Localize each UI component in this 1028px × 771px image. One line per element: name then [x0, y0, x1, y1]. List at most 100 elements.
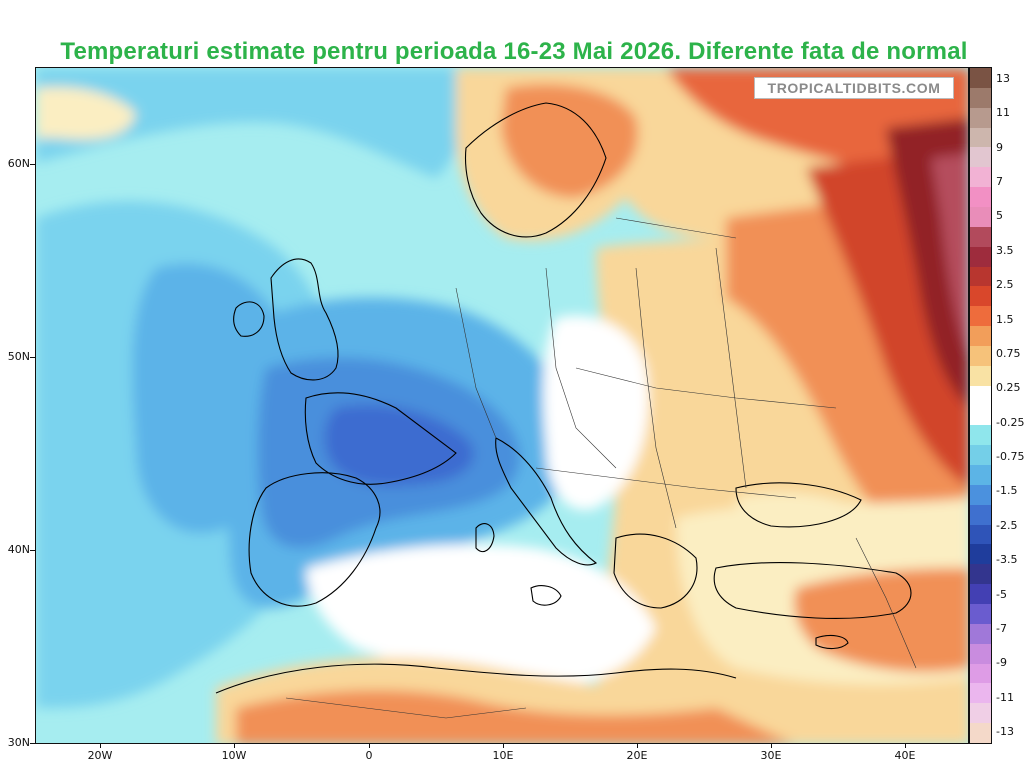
colorbar-segment: [970, 623, 991, 645]
colorbar-segment: [970, 405, 991, 426]
iberia-coast: [248, 472, 381, 607]
france-deep-core: [324, 404, 474, 486]
colorbar-label: 11: [996, 106, 1010, 120]
colorbar-segment: [970, 703, 991, 724]
colorbar-label: 5: [996, 209, 1003, 223]
norway-warm-core: [501, 84, 638, 198]
colorbar-label: -5: [996, 587, 1007, 601]
colorbar-label: -2.5: [996, 518, 1018, 532]
lat-label-40n: 40N: [7, 543, 30, 556]
border-belarus-russia: [715, 247, 747, 489]
colorbar: [969, 67, 992, 744]
colorbar-segment: [970, 723, 991, 743]
mediterranean-neutral: [306, 544, 656, 688]
colorbar-segment: [970, 286, 991, 307]
balkans-coast: [613, 533, 698, 609]
colorbar-segment: [970, 604, 991, 625]
colorbar-segment: [970, 68, 991, 89]
colorbar-segment: [970, 544, 991, 565]
black-sea-area: [736, 492, 856, 535]
anomaly-field: [36, 68, 968, 743]
lon-label-20w: 20W: [87, 749, 113, 762]
country-borders: [285, 217, 917, 719]
colorbar-segment: [970, 187, 991, 208]
border-baltic: [615, 217, 737, 239]
temperature-anomaly-map: [35, 67, 969, 744]
border-germany-poland: [545, 267, 617, 469]
colorbar-segment: [970, 87, 991, 109]
colorbar-segment: [970, 167, 991, 188]
scandinavia-coast: [465, 102, 607, 238]
anatolia-coast: [713, 562, 912, 620]
lon-label-0: 0: [365, 749, 373, 762]
colorbar-label: 13: [996, 72, 1010, 85]
colorbar-segment: [970, 127, 991, 148]
lon-label-10e: 10E: [492, 749, 514, 762]
border-caucasus-iran: [855, 537, 917, 669]
lat-label-50n: 50N: [7, 350, 30, 363]
colorbar-segment: [970, 564, 991, 585]
colorbar-label: -11: [996, 690, 1014, 704]
colorbar-label: -7: [996, 621, 1007, 635]
lat-label-30n: 30N: [7, 736, 30, 749]
colorbar-segment: [970, 683, 991, 704]
lat-tick: [30, 357, 35, 358]
lat-tick: [30, 550, 35, 551]
colorbar-label: -3.5: [996, 553, 1018, 567]
colorbar-label: -1.5: [996, 484, 1018, 498]
map-title: Temperaturi estimate pentru perioada 16-…: [60, 38, 968, 65]
colorbar-segment: [970, 226, 991, 248]
colorbar-label: 0.75: [996, 346, 1021, 360]
colorbar-segment: [970, 504, 991, 526]
colorbar-label: -9: [996, 656, 1007, 670]
lon-tick: [369, 744, 370, 748]
colorbar-segment: [970, 524, 991, 546]
lon-tick: [234, 744, 235, 748]
colorbar-label: -0.75: [996, 450, 1025, 464]
lon-label-40e: 40E: [894, 749, 916, 762]
border-latitudinal-a: [575, 367, 837, 409]
sicily-coast: [530, 585, 562, 606]
russia-extreme-zone: [931, 153, 968, 354]
colorbar-label: 2.5: [996, 278, 1014, 292]
colorbar-segment: [970, 246, 991, 268]
colorbar-segment: [970, 445, 991, 466]
colorbar-segment: [970, 484, 991, 506]
colorbar-label: 0.25: [996, 381, 1021, 395]
lon-tick: [100, 744, 101, 748]
north-atlantic-cool: [36, 68, 467, 178]
lon-tick: [905, 744, 906, 748]
lon-tick: [637, 744, 638, 748]
colorbar-label: 7: [996, 175, 1003, 189]
lat-tick: [30, 743, 35, 744]
ireland-coast: [233, 301, 265, 337]
colorbar-segment: [970, 266, 991, 287]
border-poland-ukraine: [635, 267, 677, 529]
colorbar-segment: [970, 385, 991, 407]
colorbar-segment: [970, 425, 991, 446]
lat-tick: [30, 164, 35, 165]
north-atlantic-warm-patch: [36, 86, 136, 140]
colorbar-segment: [970, 306, 991, 327]
source-watermark: TROPICALTIDBITS.COM: [754, 77, 954, 99]
colorbar-segment: [970, 465, 991, 486]
colorbar-segment: [970, 663, 991, 685]
colorbar-label: -0.25: [996, 415, 1025, 429]
colorbar-segment: [970, 326, 991, 347]
colorbar-segment: [970, 643, 991, 665]
italy-coast: [495, 437, 598, 566]
colorbar-label: -13: [996, 725, 1014, 738]
border-latitudinal-b: [535, 467, 797, 499]
border-north-africa: [285, 697, 527, 719]
cyprus-coast: [815, 634, 849, 650]
colorbar-segment: [970, 147, 991, 168]
colorbar-segment: [970, 345, 991, 367]
border-west-central: [455, 287, 497, 439]
sahara-warm-core: [236, 690, 792, 743]
middle-east-warm: [794, 568, 968, 672]
colorbar-segment: [970, 107, 991, 129]
lon-tick: [771, 744, 772, 748]
coastlines: [215, 102, 912, 694]
france-coast: [304, 392, 457, 485]
central-europe-neutral: [543, 315, 649, 510]
